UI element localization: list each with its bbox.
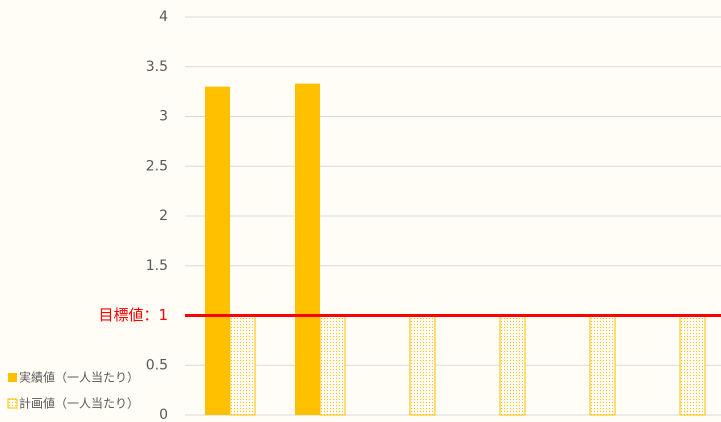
bar [205, 86, 230, 416]
bar [229, 315, 256, 416]
legend-swatch [8, 373, 17, 382]
legend-label: 実績値（一人当たり） [19, 370, 139, 385]
bar [499, 315, 526, 416]
bar [409, 315, 436, 416]
y-tick-label: 0.5 [146, 357, 168, 373]
y-tick-label: 4 [159, 9, 168, 25]
y-tick-label: 0 [159, 407, 168, 422]
bar [679, 315, 706, 416]
y-tick-label: 1.5 [146, 258, 168, 274]
legend-label: 計画値（一人当たり） [19, 396, 139, 411]
bar [295, 83, 320, 415]
y-tick-label: 3 [159, 109, 168, 125]
y-tick-label: 3.5 [146, 59, 168, 75]
y-tick-label: 2.5 [146, 158, 168, 174]
y-tick-label: 目標値：1 [98, 306, 168, 324]
bar [319, 315, 346, 416]
legend-swatch [7, 398, 18, 409]
bar [589, 315, 616, 416]
y-tick-label: 2 [159, 208, 168, 224]
